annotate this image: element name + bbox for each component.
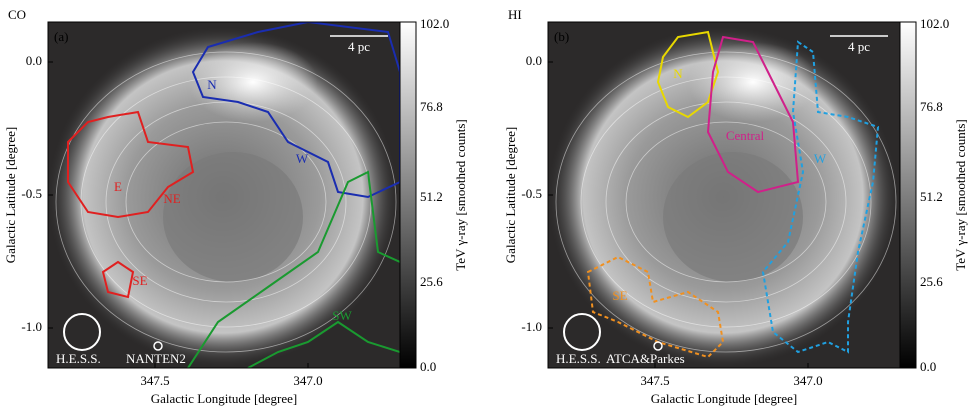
- colorbar-label: TeV γ-ray [smoothed counts]: [953, 119, 968, 271]
- y-axis-label: Galactic Latitude [degree]: [3, 127, 18, 263]
- region-contour: [187, 170, 400, 368]
- region-contour: [67, 110, 195, 219]
- colorbar-tick-label: 102.0: [420, 16, 449, 31]
- panel-tag: (a): [54, 29, 68, 44]
- region-contour: [101, 260, 135, 299]
- contour: [105, 101, 347, 303]
- colorbar-tick-label: 76.8: [420, 99, 443, 114]
- y-tick-label: -0.5: [21, 186, 42, 201]
- map: [48, 22, 400, 368]
- y-axis-label: Galactic Latitude [degree]: [503, 127, 518, 263]
- region-label: SW: [332, 308, 352, 323]
- region-label: N: [673, 66, 683, 81]
- region-label: Central: [726, 128, 765, 143]
- region-label: W: [296, 151, 309, 166]
- x-tick-label: 347.5: [640, 373, 669, 388]
- scale-label: 4 pc: [848, 39, 870, 54]
- y-tick-label: -0.5: [521, 186, 542, 201]
- contour: [125, 121, 327, 283]
- beam: [153, 341, 163, 351]
- colorbar-tick-label: 25.6: [420, 274, 443, 289]
- colorbar-tick-label: 25.6: [920, 274, 943, 289]
- region-label: SE: [612, 288, 627, 303]
- beam: [653, 341, 663, 351]
- emission-core: [163, 152, 303, 282]
- y-tick-label: 0.0: [26, 53, 42, 68]
- beam-label: H.E.S.S.: [556, 351, 601, 366]
- colorbar: [899, 21, 917, 369]
- x-tick-label: 347.5: [140, 373, 169, 388]
- region-label: NE: [163, 191, 180, 206]
- panel: N W NE E SE SW (a) 4 pc H.E.S.S. NANTEN2 CO 0.0 -0.5…: [3, 7, 468, 406]
- beam: [563, 313, 601, 351]
- contour: [625, 121, 827, 283]
- y-tick-label: 0.0: [526, 53, 542, 68]
- contour: [605, 101, 847, 303]
- panel: N Central W SE (b) 4 pc H.E.S.S. ATCA&Parkes HI 0…: [503, 7, 968, 406]
- region-contour: [191, 22, 400, 199]
- region-label: E: [114, 179, 122, 194]
- panel-title: CO: [8, 7, 26, 22]
- region-contour: [706, 35, 800, 194]
- contour: [55, 51, 397, 353]
- colorbar: [399, 21, 417, 369]
- beam-label: H.E.S.S.: [56, 351, 101, 366]
- x-tick-label: 347.0: [793, 373, 822, 388]
- region-contour: [586, 255, 725, 359]
- contour: [580, 76, 872, 328]
- colorbar-tick-label: 0.0: [420, 359, 436, 374]
- colorbar-tick-label: 51.2: [920, 189, 943, 204]
- region-contour: [761, 40, 880, 354]
- panel-tag: (b): [554, 29, 569, 44]
- colorbar-tick-label: 102.0: [920, 16, 949, 31]
- y-tick-label: -1.0: [521, 319, 542, 334]
- colorbar-tick-label: 76.8: [920, 99, 943, 114]
- scale-label: 4 pc: [348, 39, 370, 54]
- beam-label: NANTEN2: [126, 351, 186, 366]
- colorbar-tick-label: 51.2: [420, 189, 443, 204]
- x-axis-label: Galactic Longitude [degree]: [651, 391, 798, 406]
- colorbar-label: TeV γ-ray [smoothed counts]: [453, 119, 468, 271]
- colorbar-tick-label: 0.0: [920, 359, 936, 374]
- y-tick-label: -1.0: [21, 319, 42, 334]
- contour: [555, 51, 897, 353]
- x-tick-label: 347.0: [293, 373, 322, 388]
- emission-core: [663, 152, 803, 282]
- region-label: SE: [132, 273, 147, 288]
- region-contour: [656, 30, 720, 119]
- beam-label: ATCA&Parkes: [606, 351, 685, 366]
- region-label: N: [207, 77, 217, 92]
- map: [548, 22, 900, 368]
- x-axis-label: Galactic Longitude [degree]: [151, 391, 298, 406]
- beam: [63, 313, 101, 351]
- panel-title: HI: [508, 7, 522, 22]
- region-label: W: [814, 151, 827, 166]
